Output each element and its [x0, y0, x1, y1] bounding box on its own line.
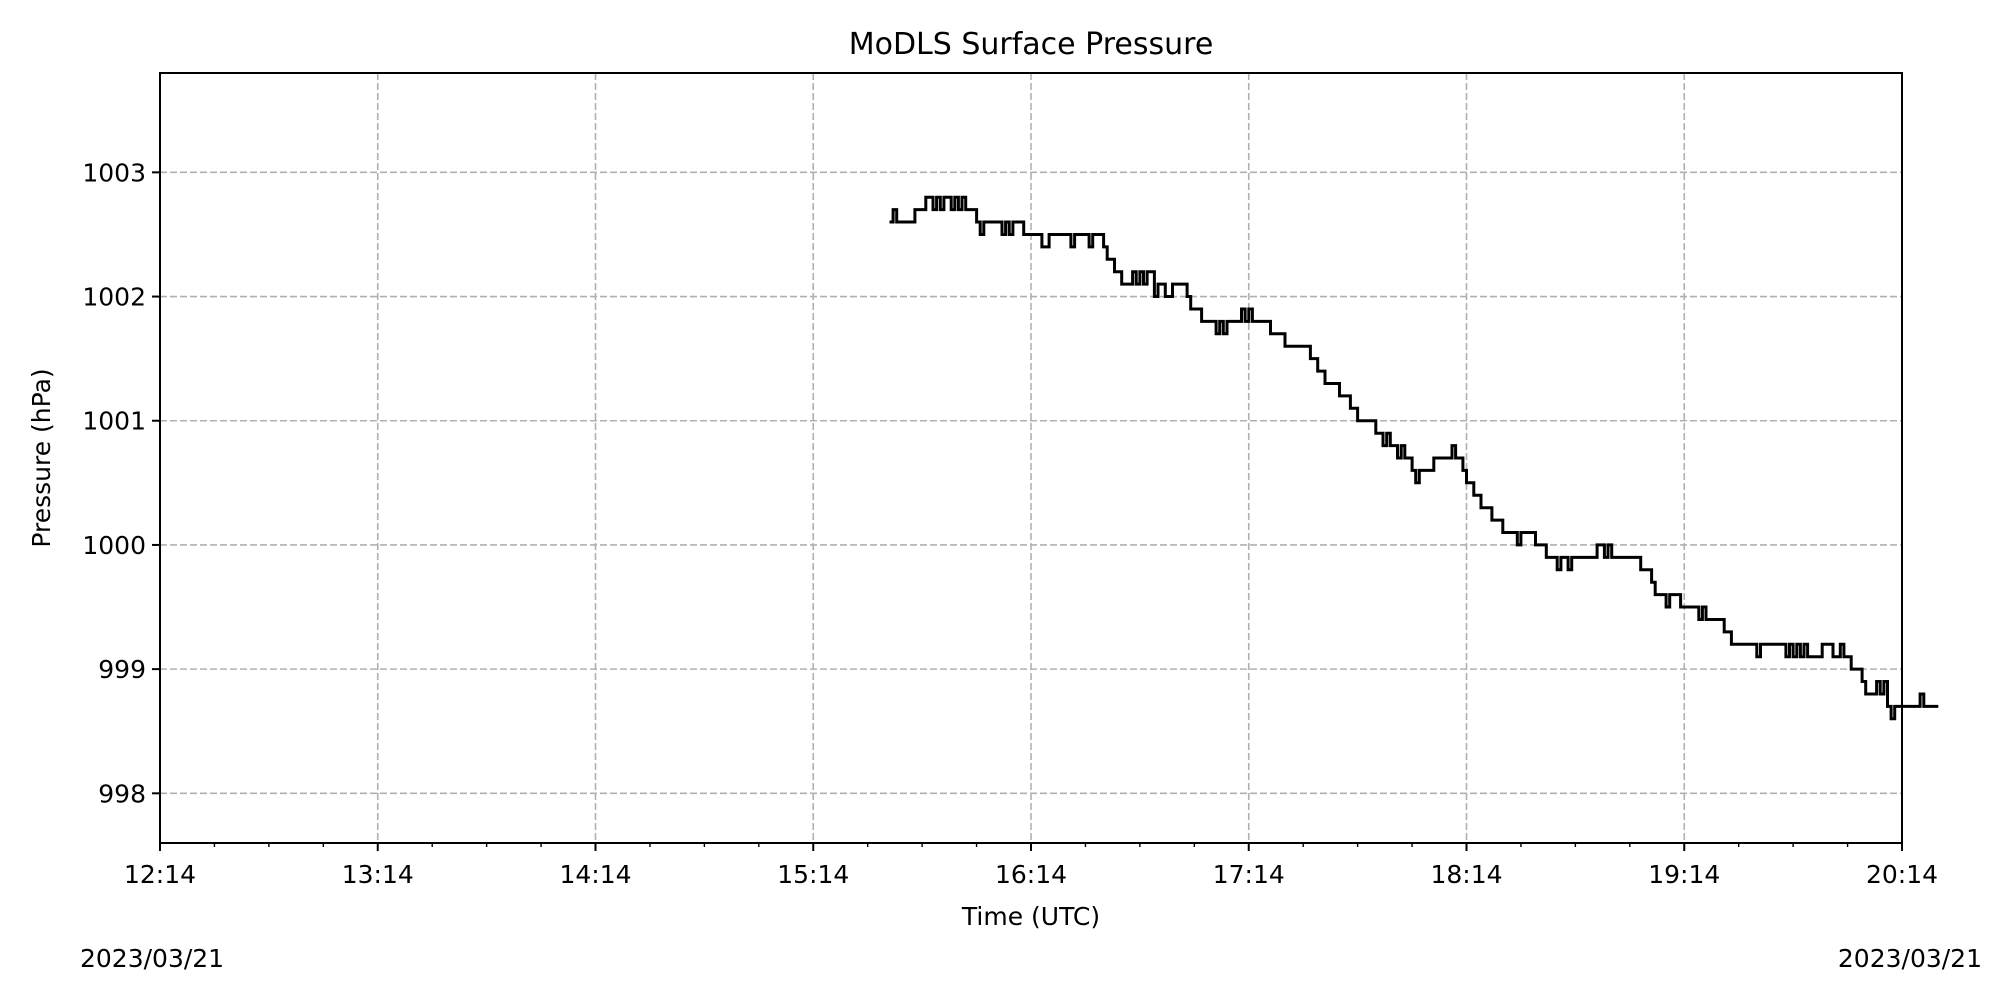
start-date-label: 2023/03/21 — [80, 944, 225, 973]
x-tick-label: 15:14 — [777, 860, 849, 889]
y-axis-label: Pressure (hPa) — [27, 368, 56, 547]
x-tick-label: 19:14 — [1648, 860, 1720, 889]
x-tick-label: 12:14 — [124, 860, 196, 889]
x-tick-label: 14:14 — [559, 860, 631, 889]
y-tick-label: 1002 — [82, 283, 146, 312]
y-tick-label: 998 — [98, 779, 146, 808]
x-axis: 12:14 13:14 14:14 15:14 16:14 17:14 18:14 19:14… — [124, 843, 1938, 889]
pressure-series-line — [889, 195, 1939, 721]
series-layer — [889, 195, 1939, 721]
x-tick-label: 18:14 — [1430, 860, 1502, 889]
y-tick-label: 999 — [98, 655, 146, 684]
x-tick-label: 16:14 — [995, 860, 1067, 889]
y-tick-label: 1000 — [82, 531, 146, 560]
chart-title: MoDLS Surface Pressure — [849, 27, 1214, 62]
y-tick-label: 1001 — [82, 407, 146, 436]
x-tick-label: 13:14 — [342, 860, 414, 889]
y-axis: 998 999 1000 1001 1002 1003 — [82, 158, 160, 808]
x-tick-label: 20:14 — [1866, 860, 1938, 889]
grid — [160, 73, 1902, 843]
x-axis-label: Time (UTC) — [961, 902, 1100, 931]
x-tick-label: 17:14 — [1213, 860, 1285, 889]
y-tick-label: 1003 — [82, 158, 146, 187]
end-date-label: 2023/03/21 — [1837, 944, 1982, 973]
